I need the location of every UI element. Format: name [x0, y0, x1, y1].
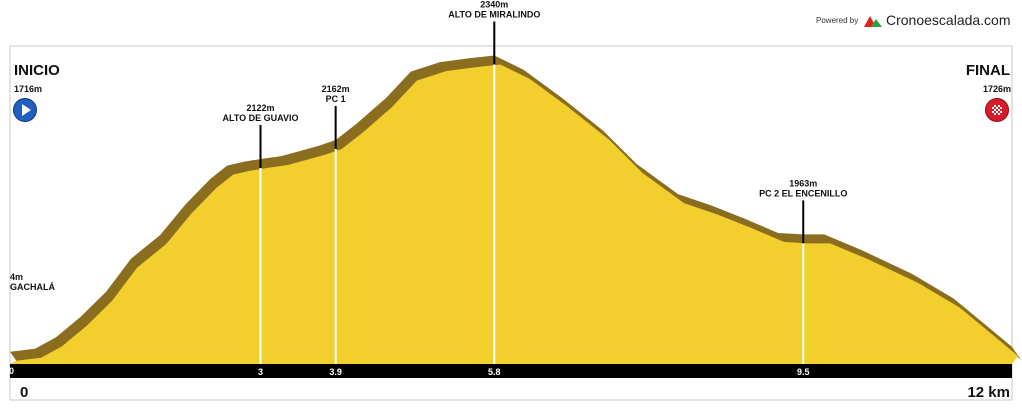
- axis-tick-label: 9.5: [797, 367, 810, 377]
- finish-flag-icon: [985, 98, 1009, 122]
- brand-name: Cronoescalada.com: [886, 12, 1011, 28]
- distance-axis-bar: [10, 364, 1012, 378]
- marker-elevation-label: 2340m: [480, 0, 508, 9]
- marker-elevation-label: 2122m: [246, 103, 274, 113]
- marker-name-label: ALTO DE GUAVIO: [222, 113, 298, 123]
- axis-start-label: 0: [20, 384, 29, 401]
- finish-title: FINAL: [965, 62, 1010, 79]
- axis-end-label: 12 km: [967, 384, 1010, 401]
- start-play-icon: [13, 98, 37, 122]
- left-cut-name: GACHALÁ: [10, 282, 55, 292]
- start-elevation: 1716m: [14, 84, 43, 94]
- marker-name-label: ALTO DE MIRALINDO: [448, 9, 540, 19]
- powered-by-label: Powered by: [816, 16, 859, 25]
- checkered-flag-icon: [992, 105, 1002, 115]
- left-cut-tick: 0: [9, 366, 15, 376]
- marker-name-label: PC 2 EL ENCENILLO: [759, 188, 847, 198]
- marker-elevation-label: 1963m: [789, 178, 817, 188]
- left-cut-elevation: 4m: [10, 272, 24, 282]
- mountain-logo-icon: [864, 16, 882, 27]
- finish-elevation: 1726m: [982, 84, 1011, 94]
- axis-tick-label: 3: [258, 367, 263, 377]
- elevation-profile-area: [10, 64, 1018, 364]
- marker-elevation-label: 2162m: [322, 84, 350, 94]
- axis-tick-label: 5.8: [488, 367, 501, 377]
- marker-name-label: PC 1: [326, 94, 346, 104]
- axis-tick-label: 3.9: [329, 367, 342, 377]
- play-icon: [22, 104, 31, 116]
- start-title: INICIO: [14, 62, 60, 79]
